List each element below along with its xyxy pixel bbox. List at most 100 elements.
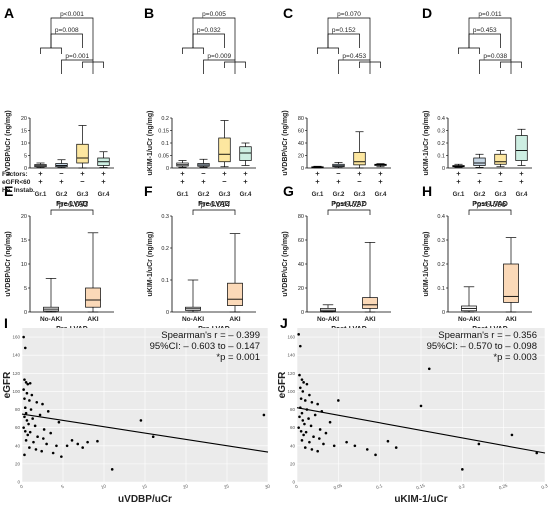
data-point (81, 446, 84, 449)
panel-letter: H (422, 183, 432, 199)
significance-bracket (192, 209, 236, 215)
stats-annotation: *p = 0.003 (493, 352, 537, 363)
data-point (297, 426, 300, 429)
data-point (34, 448, 38, 451)
y-tick-label: 0 (301, 166, 304, 172)
p-value-label: p=0.011 (478, 11, 502, 18)
factor-sign: + (519, 169, 524, 178)
category-label: No-AKI (458, 316, 480, 323)
panel-f: F 0 0.1 0.2 0.3 uKIM-1/uCr (ng/mg) No-AKI AKI Pr… (144, 183, 256, 333)
p-value-label: p=0.008 (55, 27, 79, 34)
data-point (30, 393, 34, 397)
x-tick-label: 0.05 (333, 483, 343, 491)
category-label: Gr.2 (474, 192, 486, 198)
group-connector (224, 61, 246, 68)
data-point (45, 442, 48, 446)
p-value-label: p=0.009 (207, 53, 231, 60)
x-tick-label: 0.3 (541, 483, 549, 490)
box-aki (85, 232, 101, 313)
significance-bracket (50, 33, 83, 48)
data-point (96, 439, 99, 443)
x-axis-label: uVDBP/uCr (118, 494, 172, 505)
data-point (305, 408, 309, 411)
box-iqr (239, 146, 252, 161)
y-tick-label: 0.1 (161, 278, 169, 284)
box-iqr (85, 287, 101, 308)
y-axis-label: eGFR (2, 371, 13, 398)
category-label: Gr.1 (312, 192, 324, 198)
panel-letter: E (4, 183, 13, 199)
y-tick-label: 0.4 (437, 116, 445, 122)
data-point (42, 437, 45, 440)
box-no-aki (43, 278, 59, 313)
significance-bracket (192, 17, 236, 60)
y-tick-label: 20 (15, 461, 21, 466)
y-axis-label: uKIM-1/uCr (ng/mg) (423, 232, 430, 297)
y-tick-label: 0.2 (161, 246, 169, 252)
y-axis-label: uVDBP/uCr (ng/mg) (5, 110, 12, 175)
box-gr-1 (311, 165, 324, 169)
y-tick-label: 0.2 (437, 262, 445, 268)
category-label: No-AKI (317, 316, 339, 323)
factor-sign: + (243, 169, 248, 178)
group-connector (359, 61, 381, 68)
data-point (55, 444, 58, 448)
x-tick-label: 10 (100, 483, 107, 490)
data-point (316, 402, 319, 406)
group-connector (458, 47, 480, 54)
y-tick-label: 0 (166, 166, 169, 172)
data-point (25, 419, 29, 422)
data-point (33, 424, 37, 428)
box-gr-3 (76, 125, 89, 169)
data-point (300, 439, 304, 442)
y-tick-label: 20 (298, 154, 304, 160)
p-value-label: p=0.453 (342, 53, 366, 60)
data-point (60, 455, 63, 458)
data-point (139, 419, 143, 422)
box-iqr (227, 282, 243, 306)
significance-bracket (468, 33, 501, 48)
factor-sign: − (477, 169, 482, 178)
factor-sign: + (243, 177, 248, 186)
data-point (308, 440, 311, 444)
y-tick-label: 0.4 (437, 214, 445, 220)
y-tick-label: 100 (287, 389, 295, 394)
significance-bracket (192, 33, 225, 48)
category-label: Gr.4 (375, 192, 387, 198)
box-aki (503, 237, 519, 313)
p-value-label: *p=0.014 (198, 200, 231, 209)
p-value-label: *p=0.027 (333, 200, 366, 209)
category-label: Gr.2 (198, 192, 210, 198)
significance-bracket (327, 33, 360, 48)
y-tick-label: 80 (290, 407, 296, 412)
factor-sign: + (315, 169, 320, 178)
factor-sign: − (59, 169, 64, 178)
factor-sign: + (180, 169, 185, 178)
data-point (298, 373, 301, 377)
y-tick-label: 0.05 (158, 154, 169, 160)
panel-e: E 0 5 10 15 20 uVDBP/uCr (ng/mg) No-AKI AKI Pre-L… (4, 183, 114, 333)
data-point (26, 433, 30, 437)
y-tick-label: 160 (12, 335, 20, 340)
data-point (23, 378, 26, 381)
category-label: AKI (229, 316, 240, 323)
y-axis-label: eGFR (277, 371, 288, 398)
data-point (32, 440, 35, 444)
data-point (24, 411, 28, 415)
y-tick-label: 100 (12, 389, 20, 394)
data-point (345, 440, 348, 444)
data-point (23, 453, 26, 457)
data-point (49, 431, 52, 435)
panel-letter: D (422, 5, 432, 21)
x-tick-label: 0.25 (498, 483, 508, 491)
data-point (299, 397, 303, 400)
group-connector (82, 61, 104, 68)
significance-bracket (479, 59, 512, 74)
data-point (477, 442, 481, 446)
box-gr-4 (374, 163, 387, 168)
factor-sign: + (456, 177, 461, 186)
